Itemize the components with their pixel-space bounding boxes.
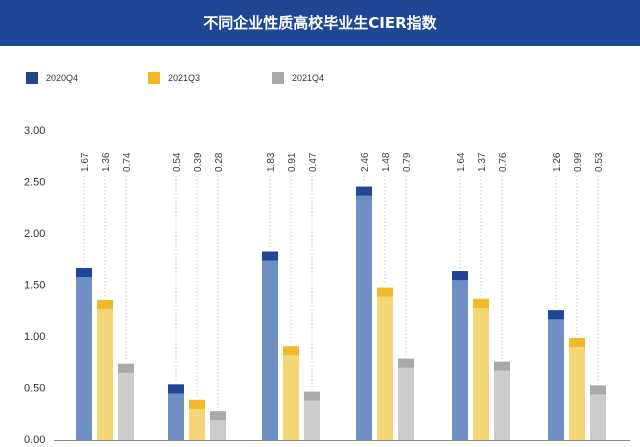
data-label: 0.28 xyxy=(214,152,225,172)
data-label: 0.76 xyxy=(498,152,509,172)
bar-cap xyxy=(76,267,92,277)
legend-swatch-2020q4 xyxy=(26,72,38,84)
chart-title: 不同企业性质高校毕业生CIER指数 xyxy=(0,0,640,46)
data-label: 1.48 xyxy=(381,152,392,172)
bar xyxy=(494,361,510,440)
bar-cap xyxy=(377,287,393,297)
data-label: 1.64 xyxy=(456,152,467,172)
data-label: 2.46 xyxy=(360,152,371,172)
legend-label-2020q4: 2020Q4 xyxy=(46,73,79,83)
bar-cap xyxy=(189,399,205,409)
legend-swatch-2021q3 xyxy=(148,72,160,84)
bar-cap xyxy=(548,310,564,320)
bar xyxy=(168,384,184,440)
bar-cap xyxy=(356,186,372,196)
data-label: 0.91 xyxy=(287,152,298,172)
y-tick-label: 2.00 xyxy=(24,228,45,240)
y-tick-label: 2.50 xyxy=(24,177,45,189)
bar-cap xyxy=(118,363,134,373)
bar-cap xyxy=(398,358,414,368)
bar xyxy=(590,385,606,440)
bar-cap xyxy=(97,299,113,309)
bar xyxy=(76,267,92,440)
bar-cap xyxy=(494,361,510,371)
bar xyxy=(569,338,585,440)
bar-cap xyxy=(473,298,489,308)
data-label: 1.36 xyxy=(101,152,112,172)
bar xyxy=(283,346,299,440)
y-tick-label: 0.50 xyxy=(24,383,45,395)
y-tick-label: 1.00 xyxy=(24,331,45,343)
bar-cap xyxy=(168,384,184,394)
bar-cap xyxy=(283,346,299,356)
bar-cap xyxy=(569,338,585,348)
data-label: 1.37 xyxy=(477,152,488,172)
legend-item-2021q3: 2021Q3 xyxy=(148,72,200,84)
bar-cap xyxy=(590,385,606,395)
bar-cap xyxy=(304,391,320,401)
data-label: 0.99 xyxy=(573,152,584,172)
data-label: 0.39 xyxy=(193,152,204,172)
bar xyxy=(356,186,372,440)
bar xyxy=(262,251,278,440)
bar xyxy=(473,298,489,440)
legend: 2020Q4 2021Q3 2021Q4 xyxy=(0,72,640,92)
legend-item-2020q4: 2020Q4 xyxy=(26,72,78,84)
bar xyxy=(548,310,564,440)
data-label: 0.74 xyxy=(122,152,133,172)
data-label: 0.79 xyxy=(402,152,413,172)
bar xyxy=(189,399,205,440)
y-tick-label: 3.00 xyxy=(24,125,45,137)
bar-cap xyxy=(452,271,468,281)
data-label: 1.26 xyxy=(552,152,563,172)
y-tick-label: 0.00 xyxy=(24,434,45,446)
legend-swatch-2021q4 xyxy=(272,72,284,84)
bar xyxy=(398,358,414,440)
bar xyxy=(452,271,468,440)
data-label: 0.53 xyxy=(594,152,605,172)
bar-cap xyxy=(262,251,278,261)
bar xyxy=(97,299,113,440)
bar xyxy=(377,287,393,440)
data-label: 0.54 xyxy=(172,152,183,172)
bar xyxy=(118,363,134,440)
legend-item-2021q4: 2021Q4 xyxy=(272,72,324,84)
data-label: 1.83 xyxy=(266,152,277,172)
legend-label-2021q4: 2021Q4 xyxy=(292,73,325,83)
bar xyxy=(304,391,320,440)
bar-cap xyxy=(210,411,226,421)
y-tick-label: 1.50 xyxy=(24,280,45,292)
data-label: 0.47 xyxy=(308,152,319,172)
data-label: 1.67 xyxy=(80,152,91,172)
legend-label-2021q3: 2021Q3 xyxy=(168,73,201,83)
